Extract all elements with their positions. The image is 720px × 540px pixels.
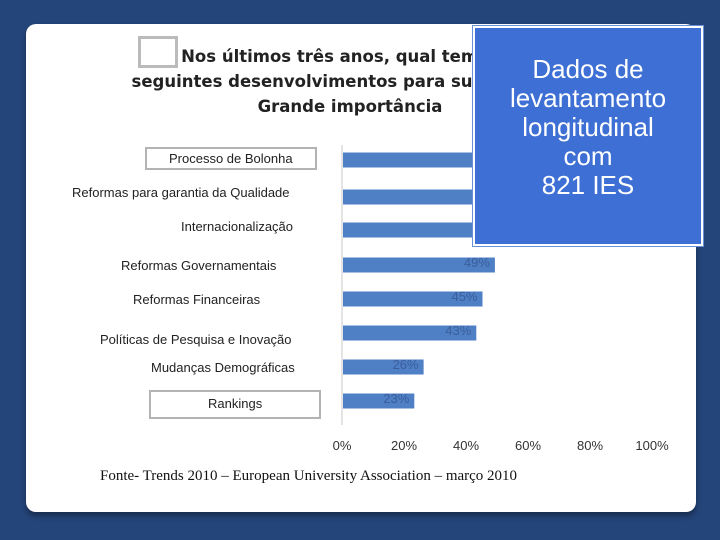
x-tick-label: 0% bbox=[333, 438, 352, 453]
callout-line-4: com bbox=[563, 141, 613, 171]
callout-line-1: Dados de bbox=[532, 54, 644, 84]
x-tick-label: 60% bbox=[515, 438, 541, 453]
x-tick-label: 100% bbox=[635, 438, 669, 453]
bar bbox=[343, 189, 498, 205]
bar bbox=[343, 359, 424, 375]
source-footer: Fonte- Trends 2010 – European University… bbox=[100, 468, 518, 484]
x-tick-label: 80% bbox=[577, 438, 603, 453]
value-label: 23% bbox=[383, 391, 409, 406]
category-label-processo-bolonha: Processo de Bolonha bbox=[145, 147, 317, 170]
bar bbox=[343, 257, 495, 273]
value-label: 49% bbox=[464, 255, 490, 270]
question-line-1: Nos últimos três anos, qual tem sido a i… bbox=[181, 47, 559, 66]
bar bbox=[343, 222, 498, 238]
callout-line-5: 821 IES bbox=[541, 170, 635, 200]
value-label: 26% bbox=[393, 357, 419, 372]
callout-box: Dados de levantamento longitudinal com 8… bbox=[473, 26, 703, 246]
x-tick-label: 40% bbox=[453, 438, 479, 453]
highlight-box bbox=[138, 36, 178, 68]
question-title: Nos últimos três anos, qual tem sido a i… bbox=[130, 44, 570, 119]
category-label-reformas-governamentais: Reformas Governamentais bbox=[121, 258, 277, 273]
callout-line-2: levantamento bbox=[509, 83, 667, 113]
category-label-internacionalizacao: Internacionalização bbox=[181, 219, 294, 234]
bar bbox=[343, 325, 477, 341]
question-line-3: Grande importância bbox=[257, 97, 443, 116]
callout-line-3: longitudinal bbox=[522, 112, 654, 142]
category-label-mudancas-demograficas: Mudanças Demográficas bbox=[151, 360, 295, 375]
value-label: 45% bbox=[451, 289, 477, 304]
x-tick-label: 20% bbox=[391, 438, 417, 453]
category-label-reformas-financeiras: Reformas Financeiras bbox=[133, 292, 261, 307]
value-label: 43% bbox=[445, 323, 471, 338]
bar bbox=[343, 291, 483, 307]
category-label-rankings: Rankings bbox=[149, 390, 322, 419]
category-label-pesquisa-inovacao: Políticas de Pesquisa e Inovação bbox=[100, 332, 292, 347]
category-label-qualidade: Reformas para garantia da Qualidade bbox=[72, 185, 290, 200]
bar bbox=[343, 152, 498, 168]
bar bbox=[343, 393, 415, 409]
question-line-2: seguintes desenvolvimentos para sua estr… bbox=[131, 72, 569, 91]
